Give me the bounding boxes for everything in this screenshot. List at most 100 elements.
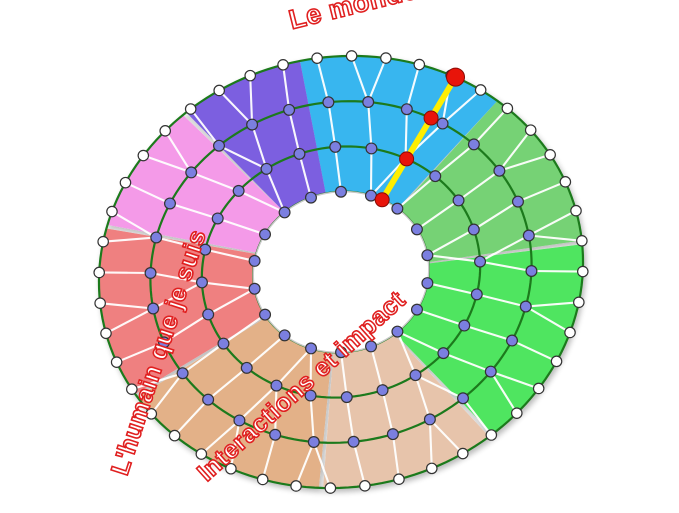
node-inner-ring[interactable] (213, 139, 226, 152)
node-inner-ring[interactable] (240, 361, 253, 374)
node-inner-ring[interactable] (391, 202, 404, 215)
highlight-node[interactable] (399, 151, 415, 167)
node-outer-ring[interactable] (110, 356, 123, 368)
node-inner-ring[interactable] (248, 254, 261, 267)
node-inner-ring[interactable] (278, 329, 291, 342)
node-outer-ring[interactable] (93, 266, 105, 279)
node-inner-ring[interactable] (421, 249, 434, 262)
node-inner-ring[interactable] (458, 319, 471, 332)
node-outer-ring[interactable] (359, 480, 371, 492)
node-inner-ring[interactable] (144, 267, 157, 280)
node-outer-ring[interactable] (576, 235, 588, 247)
node-inner-ring[interactable] (293, 147, 306, 160)
node-inner-ring[interactable] (259, 308, 272, 321)
node-inner-ring[interactable] (376, 384, 389, 397)
node-inner-ring[interactable] (365, 340, 378, 353)
node-outer-ring[interactable] (94, 297, 106, 309)
node-inner-ring[interactable] (259, 228, 272, 241)
node-inner-ring[interactable] (322, 96, 335, 109)
node-inner-ring[interactable] (493, 164, 506, 177)
node-outer-ring[interactable] (244, 69, 257, 82)
node-outer-ring[interactable] (137, 149, 150, 162)
node-outer-ring[interactable] (573, 296, 585, 309)
node-inner-ring[interactable] (335, 346, 348, 359)
node-outer-ring[interactable] (213, 84, 225, 97)
node-inner-ring[interactable] (347, 435, 360, 448)
node-outer-ring[interactable] (225, 462, 237, 475)
node-inner-ring[interactable] (386, 428, 399, 441)
node-outer-ring[interactable] (119, 176, 132, 189)
node-outer-ring[interactable] (559, 176, 572, 188)
node-outer-ring[interactable] (100, 327, 112, 340)
node-outer-ring[interactable] (393, 473, 405, 485)
node-outer-ring[interactable] (277, 59, 289, 71)
node-inner-ring[interactable] (409, 369, 422, 382)
node-outer-ring[interactable] (311, 52, 323, 64)
node-inner-ring[interactable] (248, 282, 261, 295)
highlight-node[interactable] (446, 67, 466, 87)
node-inner-ring[interactable] (260, 162, 273, 175)
node-outer-ring[interactable] (106, 205, 118, 218)
node-inner-ring[interactable] (246, 118, 259, 131)
node-inner-ring[interactable] (307, 435, 320, 448)
node-inner-ring[interactable] (176, 367, 189, 380)
node-outer-ring[interactable] (159, 125, 172, 137)
node-outer-ring[interactable] (474, 84, 487, 96)
node-inner-ring[interactable] (217, 337, 230, 350)
node-outer-ring[interactable] (501, 102, 514, 115)
node-inner-ring[interactable] (467, 138, 480, 151)
node-inner-ring[interactable] (467, 223, 480, 236)
node-outer-ring[interactable] (456, 447, 469, 460)
node-outer-ring[interactable] (256, 473, 269, 486)
node-inner-ring[interactable] (474, 255, 487, 268)
node-outer-ring[interactable] (564, 326, 576, 339)
node-inner-ring[interactable] (158, 336, 171, 349)
node-outer-ring[interactable] (324, 482, 337, 494)
node-outer-ring[interactable] (345, 50, 358, 62)
node-inner-ring[interactable] (202, 308, 215, 321)
node-inner-ring[interactable] (423, 413, 436, 426)
node-inner-ring[interactable] (421, 277, 434, 290)
node-inner-ring[interactable] (525, 264, 538, 277)
node-inner-ring[interactable] (304, 389, 317, 402)
node-inner-ring[interactable] (304, 191, 317, 204)
node-inner-ring[interactable] (470, 288, 483, 301)
node-outer-ring[interactable] (425, 462, 438, 475)
node-outer-ring[interactable] (532, 382, 545, 395)
node-inner-ring[interactable] (437, 347, 450, 360)
node-inner-ring[interactable] (150, 231, 163, 244)
node-inner-ring[interactable] (365, 142, 378, 155)
node-outer-ring[interactable] (413, 58, 426, 71)
node-inner-ring[interactable] (511, 195, 524, 208)
node-outer-ring[interactable] (510, 407, 523, 419)
node-inner-ring[interactable] (199, 243, 212, 256)
node-inner-ring[interactable] (147, 302, 160, 315)
node-inner-ring[interactable] (362, 96, 375, 109)
node-inner-ring[interactable] (305, 342, 318, 355)
node-inner-ring[interactable] (233, 414, 246, 427)
node-inner-ring[interactable] (278, 206, 291, 219)
node-inner-ring[interactable] (410, 303, 423, 316)
node-inner-ring[interactable] (329, 140, 342, 153)
node-inner-ring[interactable] (211, 212, 224, 225)
node-outer-ring[interactable] (97, 235, 109, 248)
node-inner-ring[interactable] (283, 103, 296, 116)
node-inner-ring[interactable] (452, 194, 465, 207)
node-outer-ring[interactable] (576, 265, 589, 278)
node-inner-ring[interactable] (457, 392, 470, 405)
node-inner-ring[interactable] (340, 391, 353, 404)
node-inner-ring[interactable] (484, 365, 497, 378)
node-inner-ring[interactable] (232, 184, 245, 197)
node-inner-ring[interactable] (202, 393, 215, 406)
node-outer-ring[interactable] (184, 103, 197, 115)
node-outer-ring[interactable] (126, 383, 138, 395)
node-inner-ring[interactable] (185, 166, 198, 179)
node-outer-ring[interactable] (195, 448, 208, 460)
node-outer-ring[interactable] (145, 408, 158, 420)
node-outer-ring[interactable] (290, 480, 302, 492)
node-inner-ring[interactable] (163, 197, 176, 210)
node-inner-ring[interactable] (400, 103, 413, 116)
highlight-node[interactable] (423, 110, 439, 126)
highlight-node[interactable] (374, 192, 390, 208)
node-inner-ring[interactable] (334, 185, 347, 198)
